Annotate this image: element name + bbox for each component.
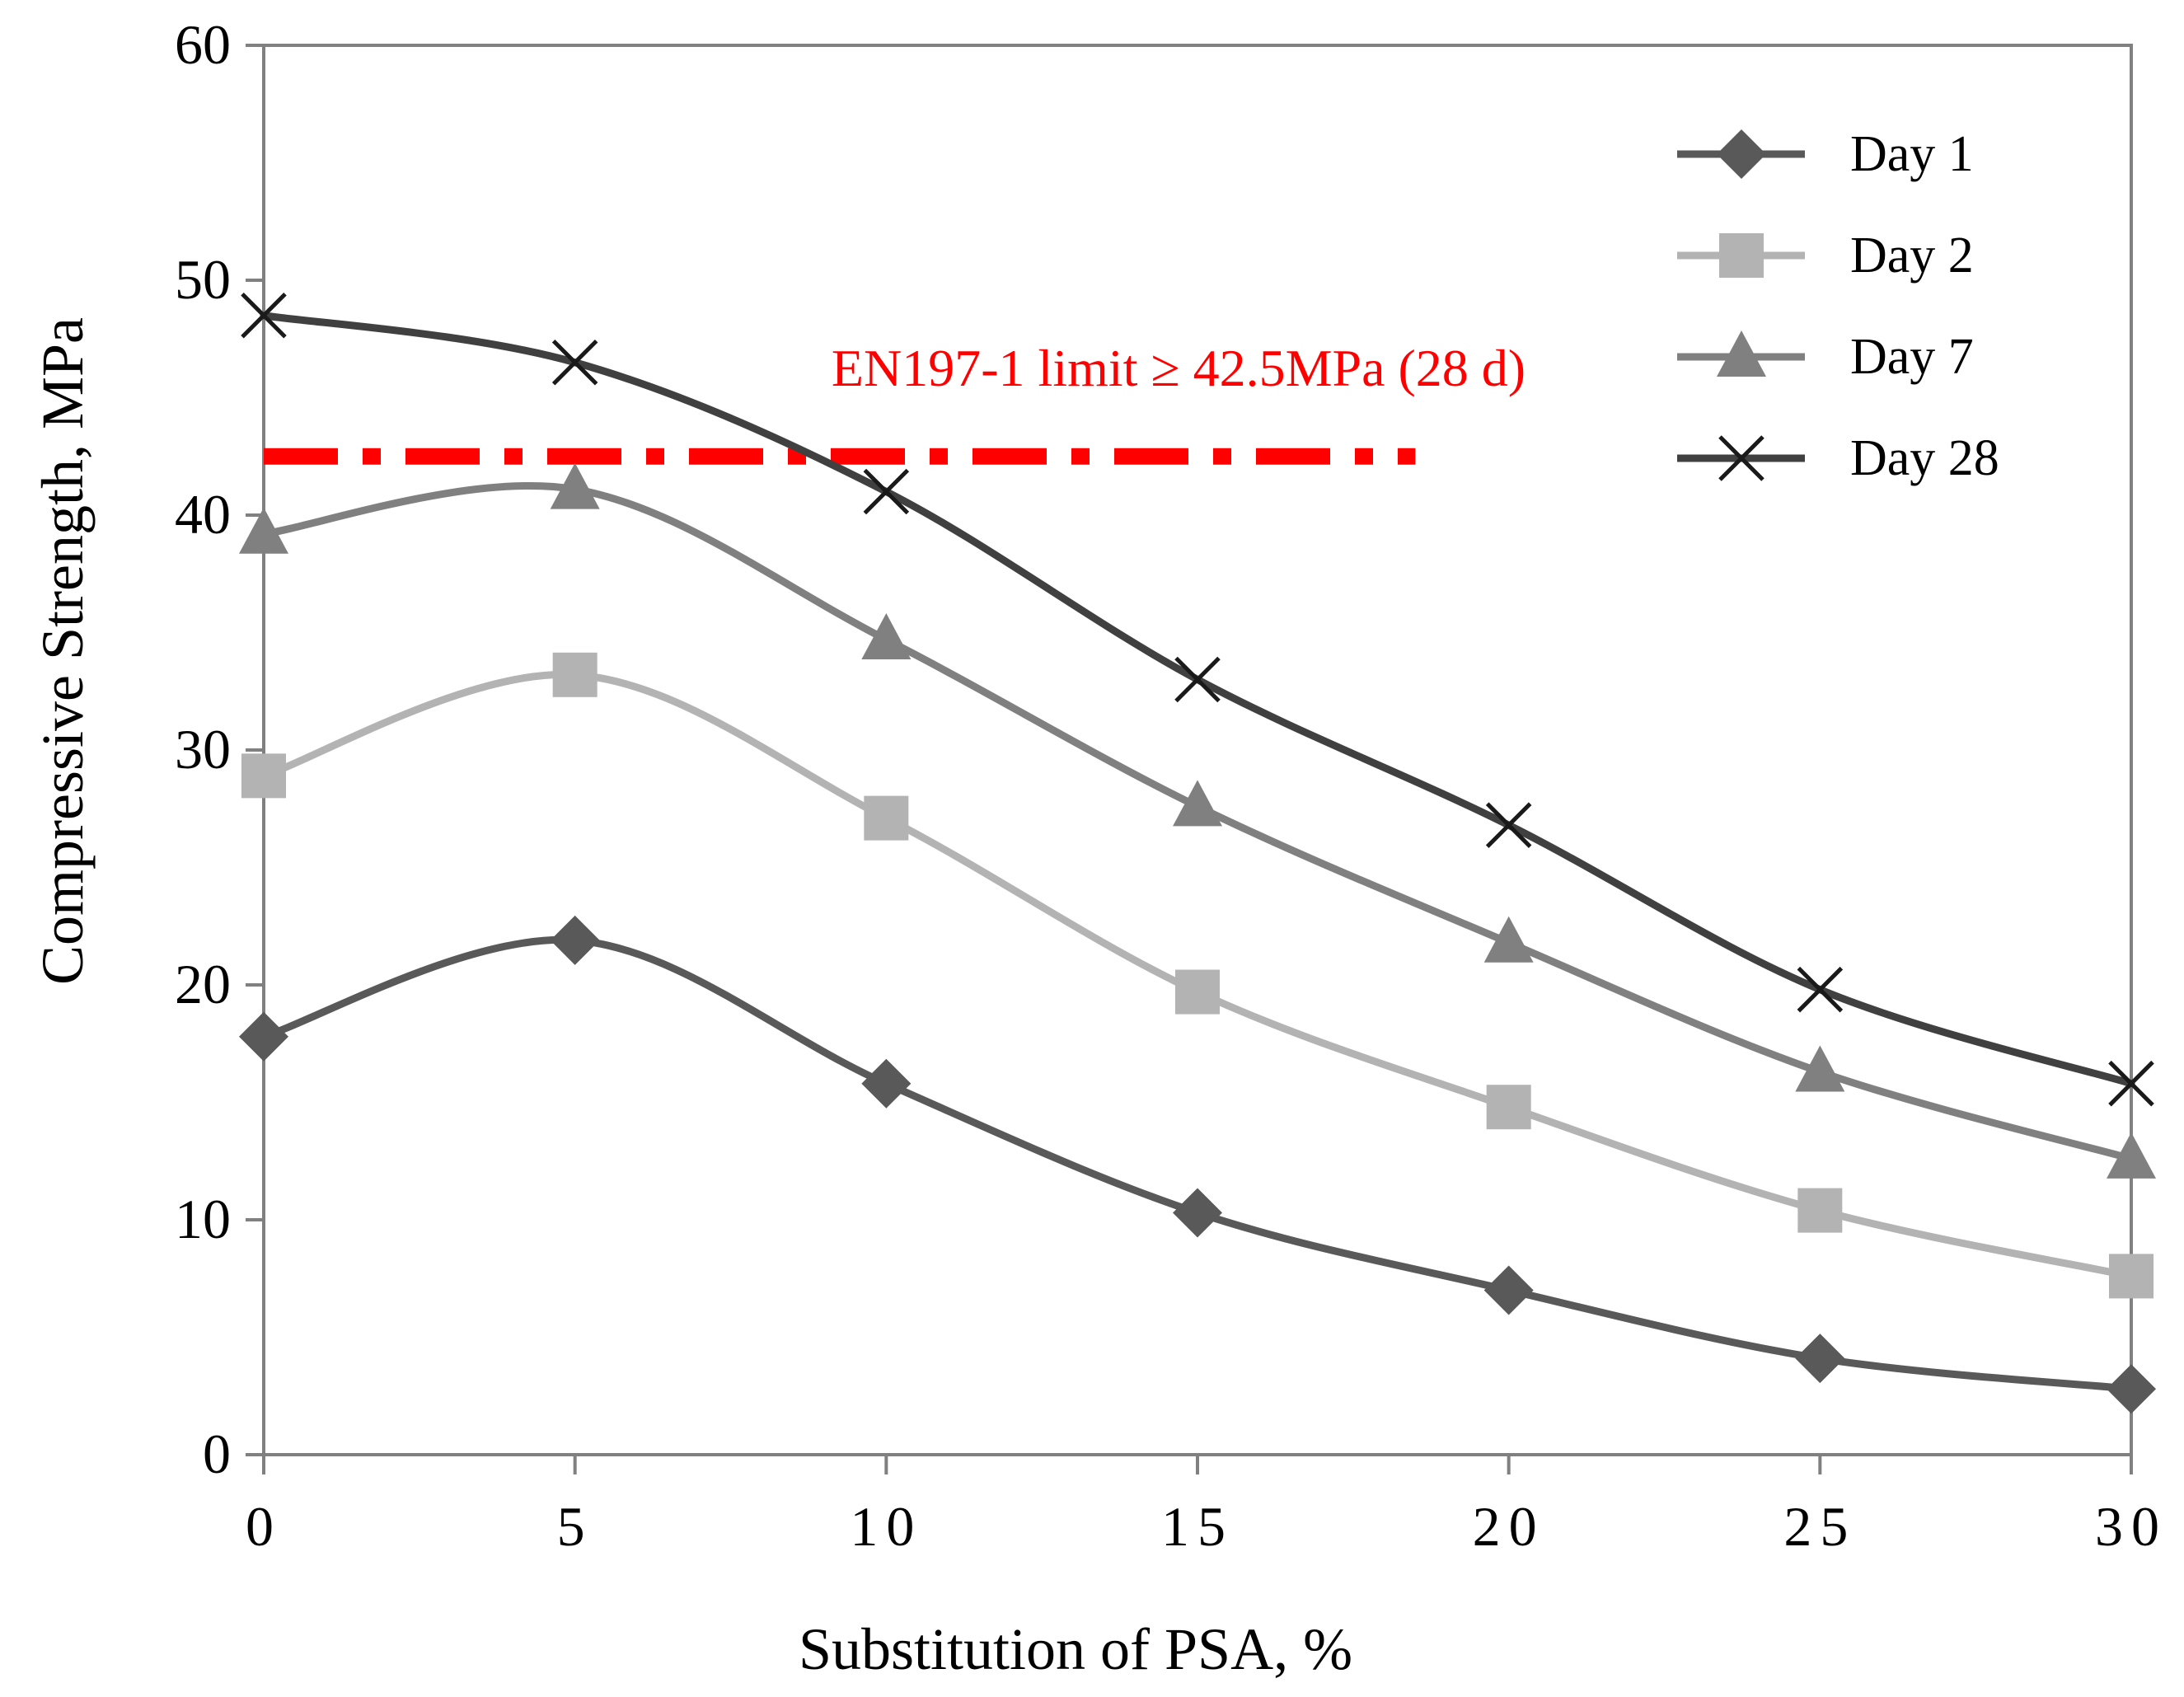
data-point-day-28 <box>551 339 598 386</box>
data-point-day-1 <box>861 1058 912 1109</box>
data-point-day-7 <box>861 613 912 660</box>
x-tick-label: 25 <box>1783 1495 1856 1558</box>
legend-label: Day 2 <box>1850 227 1974 284</box>
x-axis-title: Substitution of PSA, % <box>799 1616 1352 1682</box>
legend: Day 1 Day 2 Day 7 Day 28 <box>1677 126 1999 486</box>
data-point-day-2 <box>864 795 909 841</box>
data-point-day-7 <box>1173 780 1222 827</box>
y-tick-label: 0 <box>203 1423 231 1485</box>
legend-item-day-2: Day 2 <box>1677 227 1974 284</box>
data-point-day-2 <box>1486 1085 1531 1130</box>
data-point-day-2 <box>241 753 286 799</box>
y-axis-title: Compressive Strength, MPa <box>30 317 96 985</box>
data-point-day-28 <box>241 292 287 339</box>
data-point-day-28 <box>1485 802 1532 848</box>
x-tick-label: 20 <box>1473 1495 1545 1558</box>
y-tick-label: 50 <box>175 248 231 311</box>
legend-item-day-28: Day 28 <box>1677 430 1999 486</box>
legend-marker <box>1718 435 1765 481</box>
legend-label: Day 28 <box>1850 430 1999 486</box>
y-tick-label: 20 <box>175 953 231 1015</box>
y-axis-ticks: 0 10 20 30 40 50 60 <box>175 13 264 1485</box>
legend-item-day-1: Day 1 <box>1677 126 1974 182</box>
data-point-day-28 <box>1797 966 1844 1013</box>
data-point-day-2 <box>552 652 598 697</box>
legend-marker <box>1717 330 1766 377</box>
y-tick-label: 30 <box>175 718 231 781</box>
data-point-day-2 <box>1175 969 1220 1015</box>
x-axis-ticks: 0 5 10 15 20 25 30 <box>246 1455 2168 1558</box>
data-point-day-1 <box>1173 1188 1222 1238</box>
data-point-day-2 <box>2109 1254 2154 1299</box>
legend-marker <box>1719 233 1764 278</box>
x-tick-label: 30 <box>2095 1495 2168 1558</box>
data-point-day-1 <box>239 1011 288 1062</box>
series-day-1 <box>239 915 2156 1414</box>
series-day-28 <box>241 292 2154 1107</box>
data-point-day-1 <box>1795 1334 1845 1384</box>
data-point-day-1 <box>2107 1364 2156 1414</box>
en197-limit-annotation: EN197-1 limit ≥ 42.5MPa (28 d) <box>832 339 1526 397</box>
data-point-day-2 <box>1797 1188 1843 1233</box>
data-point-day-1 <box>1483 1265 1534 1315</box>
y-tick-label: 10 <box>175 1188 231 1250</box>
series-day-7 <box>239 462 2156 1179</box>
data-point-day-7 <box>239 507 288 554</box>
data-point-day-7 <box>1483 916 1534 963</box>
legend-label: Day 1 <box>1850 126 1974 182</box>
data-point-day-7 <box>1795 1045 1845 1092</box>
data-point-day-1 <box>550 915 600 965</box>
data-point-day-7 <box>550 462 600 509</box>
x-tick-label: 10 <box>850 1495 922 1558</box>
data-point-day-28 <box>1174 656 1221 703</box>
data-point-day-28 <box>2108 1060 2154 1107</box>
x-tick-label: 5 <box>557 1495 593 1558</box>
series-group <box>239 292 2156 1414</box>
legend-marker <box>1717 129 1766 179</box>
x-tick-label: 15 <box>1161 1495 1234 1558</box>
legend-item-day-7: Day 7 <box>1677 329 1974 385</box>
x-tick-label: 0 <box>246 1495 282 1558</box>
series-day-2 <box>241 652 2154 1299</box>
data-point-day-7 <box>2107 1132 2156 1179</box>
y-tick-label: 60 <box>175 13 231 76</box>
y-tick-label: 40 <box>175 483 231 546</box>
data-point-day-28 <box>863 468 910 515</box>
legend-label: Day 7 <box>1850 329 1974 385</box>
